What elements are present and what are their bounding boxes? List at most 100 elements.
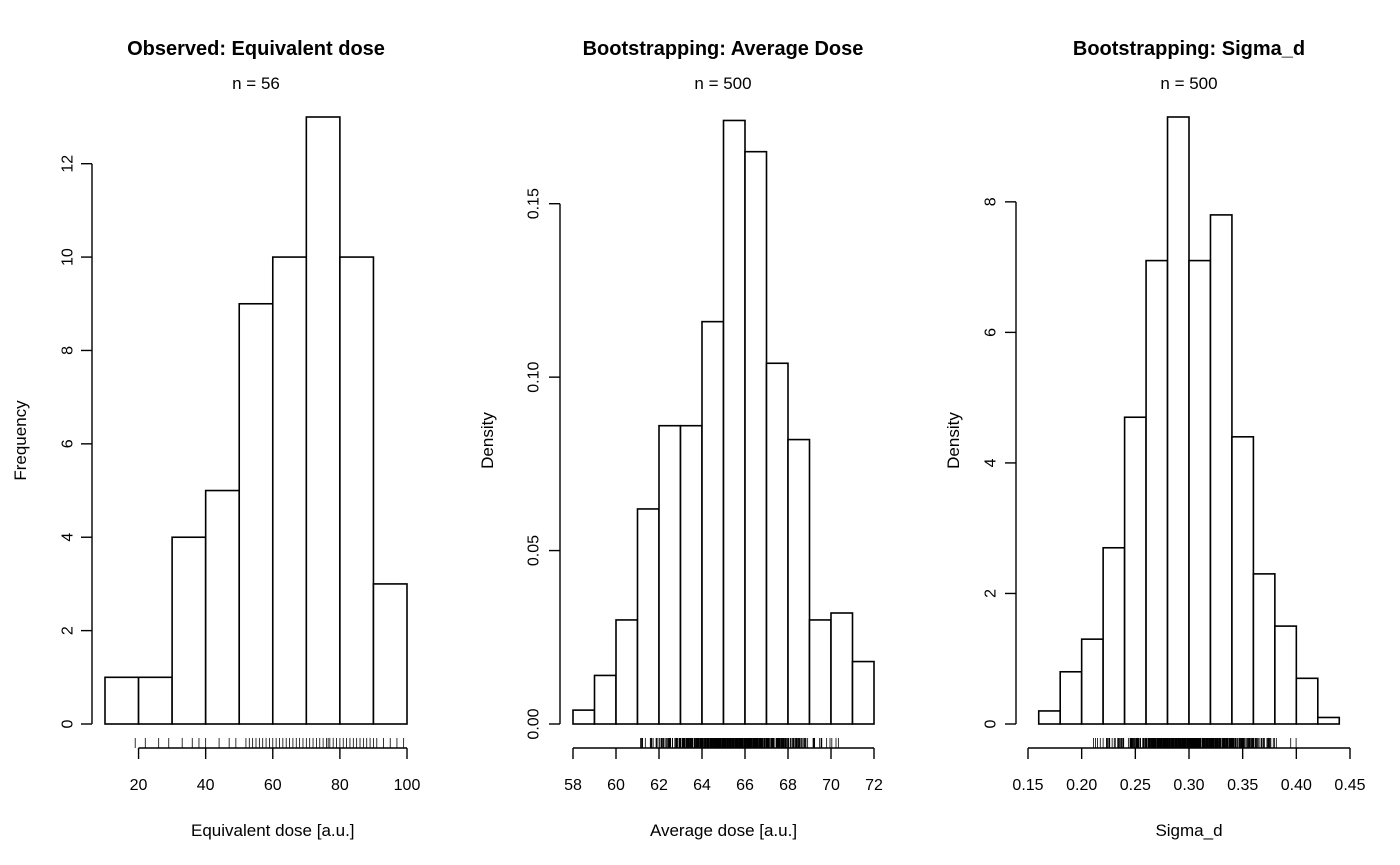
bars [104,116,408,725]
y-tick-label: 2 [983,589,1000,598]
y-axis-label: Density [944,412,963,469]
bar [679,424,703,725]
chart-subtitle: n = 500 [1160,74,1217,93]
bar [765,362,789,725]
bar [137,676,173,725]
x-tick-label: 68 [779,777,797,794]
bar [830,612,854,725]
bars [572,119,875,725]
y-tick-label: 12 [60,155,77,173]
bar [339,256,375,725]
bar [1145,259,1169,725]
bar [204,489,241,725]
x-tick-label: 0.45 [1334,777,1365,794]
y-axis: 0 2 4 6 8 10 12 Frequency [11,155,93,728]
bar [701,320,725,725]
chart-subtitle: n = 56 [232,74,280,93]
x-tick-label: 0.15 [1012,777,1043,794]
bar [572,709,596,725]
rug [1093,738,1297,748]
bar [104,676,140,725]
x-axis: 0.15 0.20 0.25 0.30 0.35 0.40 0.45 Sigma_d [1012,747,1366,840]
bars [1037,116,1341,725]
y-tick-label: 4 [983,458,1000,467]
x-tick-label: 58 [564,777,582,794]
y-tick-label: 0.10 [526,361,543,392]
bar [722,119,746,725]
bar [658,424,682,725]
bar [808,619,832,725]
y-tick-label: 8 [60,346,77,355]
y-tick-label: 8 [983,197,1000,206]
x-tick-label: 60 [264,777,282,794]
bar [615,619,639,725]
bar [1059,670,1083,725]
bar [1080,638,1104,725]
bar [1123,416,1147,725]
y-tick-label: 0.15 [526,188,543,219]
bar [372,583,408,725]
y-tick-label: 0 [983,719,1000,728]
chart-subtitle: n = 500 [694,74,751,93]
x-tick-label: 66 [736,777,754,794]
bar [593,674,617,725]
x-tick-label: 80 [331,777,349,794]
x-tick-label: 70 [822,777,840,794]
y-tick-label: 6 [983,328,1000,337]
rug [134,738,405,748]
x-axis-label: Equivalent dose [a.u.] [191,821,355,840]
chart-panel-3: Bootstrapping: Sigma_dn = 500 0 2 4 6 8 Densit… [944,38,1366,840]
x-axis-label: Average dose [a.u.] [650,821,797,840]
x-tick-label: 72 [865,777,883,794]
bar [1037,710,1061,725]
bar [1231,436,1255,725]
x-axis-label: Sigma_d [1155,821,1222,840]
bar [636,508,660,725]
bar [238,302,274,725]
y-axis: 0 2 4 6 8 Density [944,197,1017,728]
x-tick-label: 0.35 [1227,777,1258,794]
bar [171,536,207,725]
y-tick-label: 0 [60,719,77,728]
y-axis: 0.00 0.05 0.10 0.15 Density [478,188,561,740]
y-tick-label: 0.05 [526,535,543,566]
x-tick-label: 40 [197,777,215,794]
x-tick-label: 100 [394,777,421,794]
bar [1295,677,1319,725]
bar [305,116,341,725]
x-axis: 20 40 60 80 100 Equivalent dose [a.u.] [130,747,421,840]
y-tick-label: 6 [60,439,77,448]
chart-panel-1: Observed: Equivalent dose n = 56 0 2 4 6 8 10 12… [11,38,420,840]
bar [851,660,875,725]
x-tick-label: 0.40 [1281,777,1312,794]
y-tick-label: 2 [60,626,77,635]
x-tick-label: 0.30 [1173,777,1204,794]
x-axis: 58 60 62 64 66 68 70 72 Average dose [a.u.] [564,747,883,840]
y-axis-label: Density [478,412,497,469]
y-tick-label: 10 [60,248,77,266]
y-tick-label: 4 [60,533,77,542]
y-tick-label: 0.00 [526,708,543,739]
bar [1188,259,1212,725]
bar [744,150,768,725]
x-tick-label: 0.25 [1120,777,1151,794]
bar [1102,546,1126,725]
bar [787,438,811,725]
y-axis-label: Frequency [11,400,30,481]
x-tick-label: 20 [130,777,148,794]
bar [1252,573,1276,725]
chart-title: Bootstrapping: Average Dose [583,38,864,60]
bar [1274,625,1298,725]
bar [1209,214,1233,725]
bar [1317,716,1341,725]
x-tick-label: 0.20 [1066,777,1097,794]
bar [271,256,308,725]
rug [640,738,839,748]
chart-title: Observed: Equivalent dose [127,38,385,60]
chart-title: Bootstrapping: Sigma_d [1073,38,1305,60]
x-tick-label: 64 [693,777,711,794]
bar [1166,116,1190,725]
x-tick-label: 62 [650,777,668,794]
